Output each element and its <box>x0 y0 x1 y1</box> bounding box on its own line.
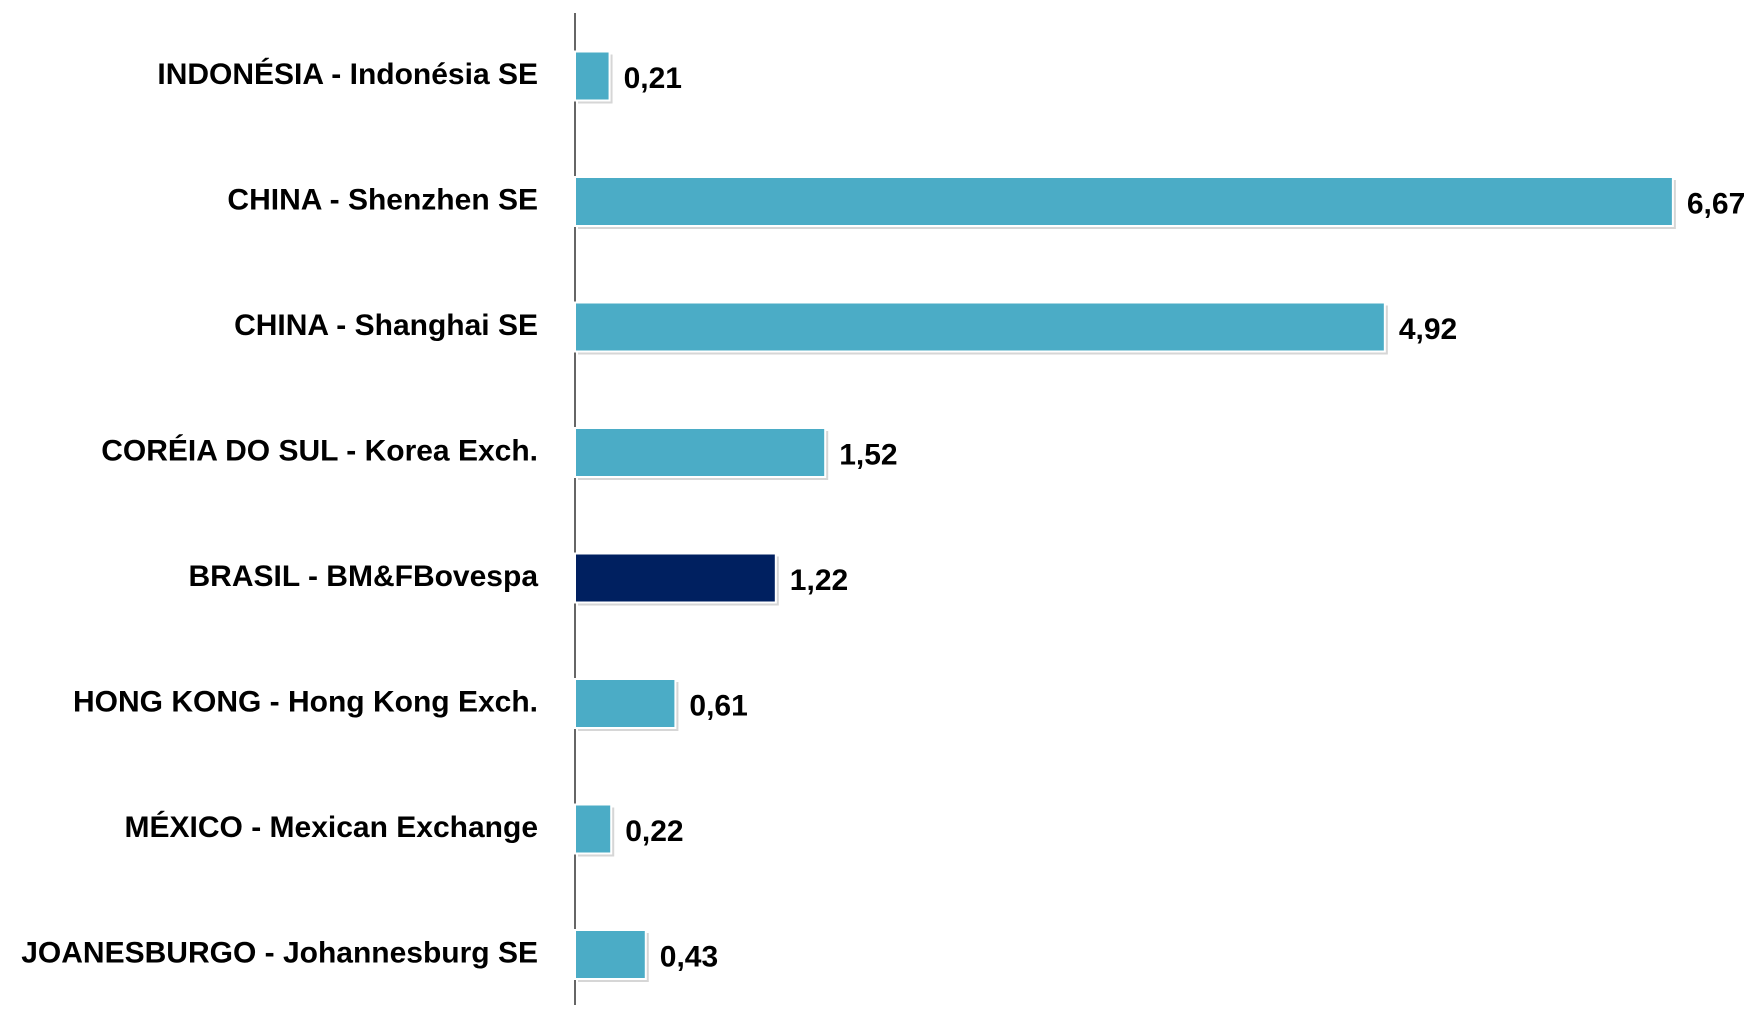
category-label: INDONÉSIA - Indonésia SE <box>157 57 538 91</box>
category-label: JOANESBURGO - Johannesburg SE <box>21 936 538 969</box>
bar <box>574 678 677 729</box>
bar <box>574 552 777 604</box>
value-label: 0,22 <box>625 815 683 848</box>
bar <box>574 176 1674 227</box>
value-label: 6,67 <box>1687 187 1745 220</box>
value-label: 4,92 <box>1399 313 1457 346</box>
bar <box>574 803 613 855</box>
value-label: 0,43 <box>660 940 718 973</box>
category-label: HONG KONG - Hong Kong Exch. <box>73 685 538 718</box>
value-label: 0,21 <box>624 62 682 95</box>
bar <box>574 427 827 478</box>
value-label: 1,22 <box>790 564 848 597</box>
category-label: BRASIL - BM&FBovespa <box>189 560 539 593</box>
value-label: 0,61 <box>689 689 747 722</box>
category-label: MÉXICO - Mexican Exchange <box>125 810 538 844</box>
value-label: 1,52 <box>839 438 897 471</box>
bar <box>574 929 647 980</box>
category-label: CHINA - Shenzhen SE <box>227 183 538 216</box>
bar <box>574 301 1386 353</box>
category-label: CHINA - Shanghai SE <box>234 309 538 342</box>
bar <box>574 50 611 102</box>
category-label: CORÉIA DO SUL - Korea Exch. <box>101 433 538 467</box>
